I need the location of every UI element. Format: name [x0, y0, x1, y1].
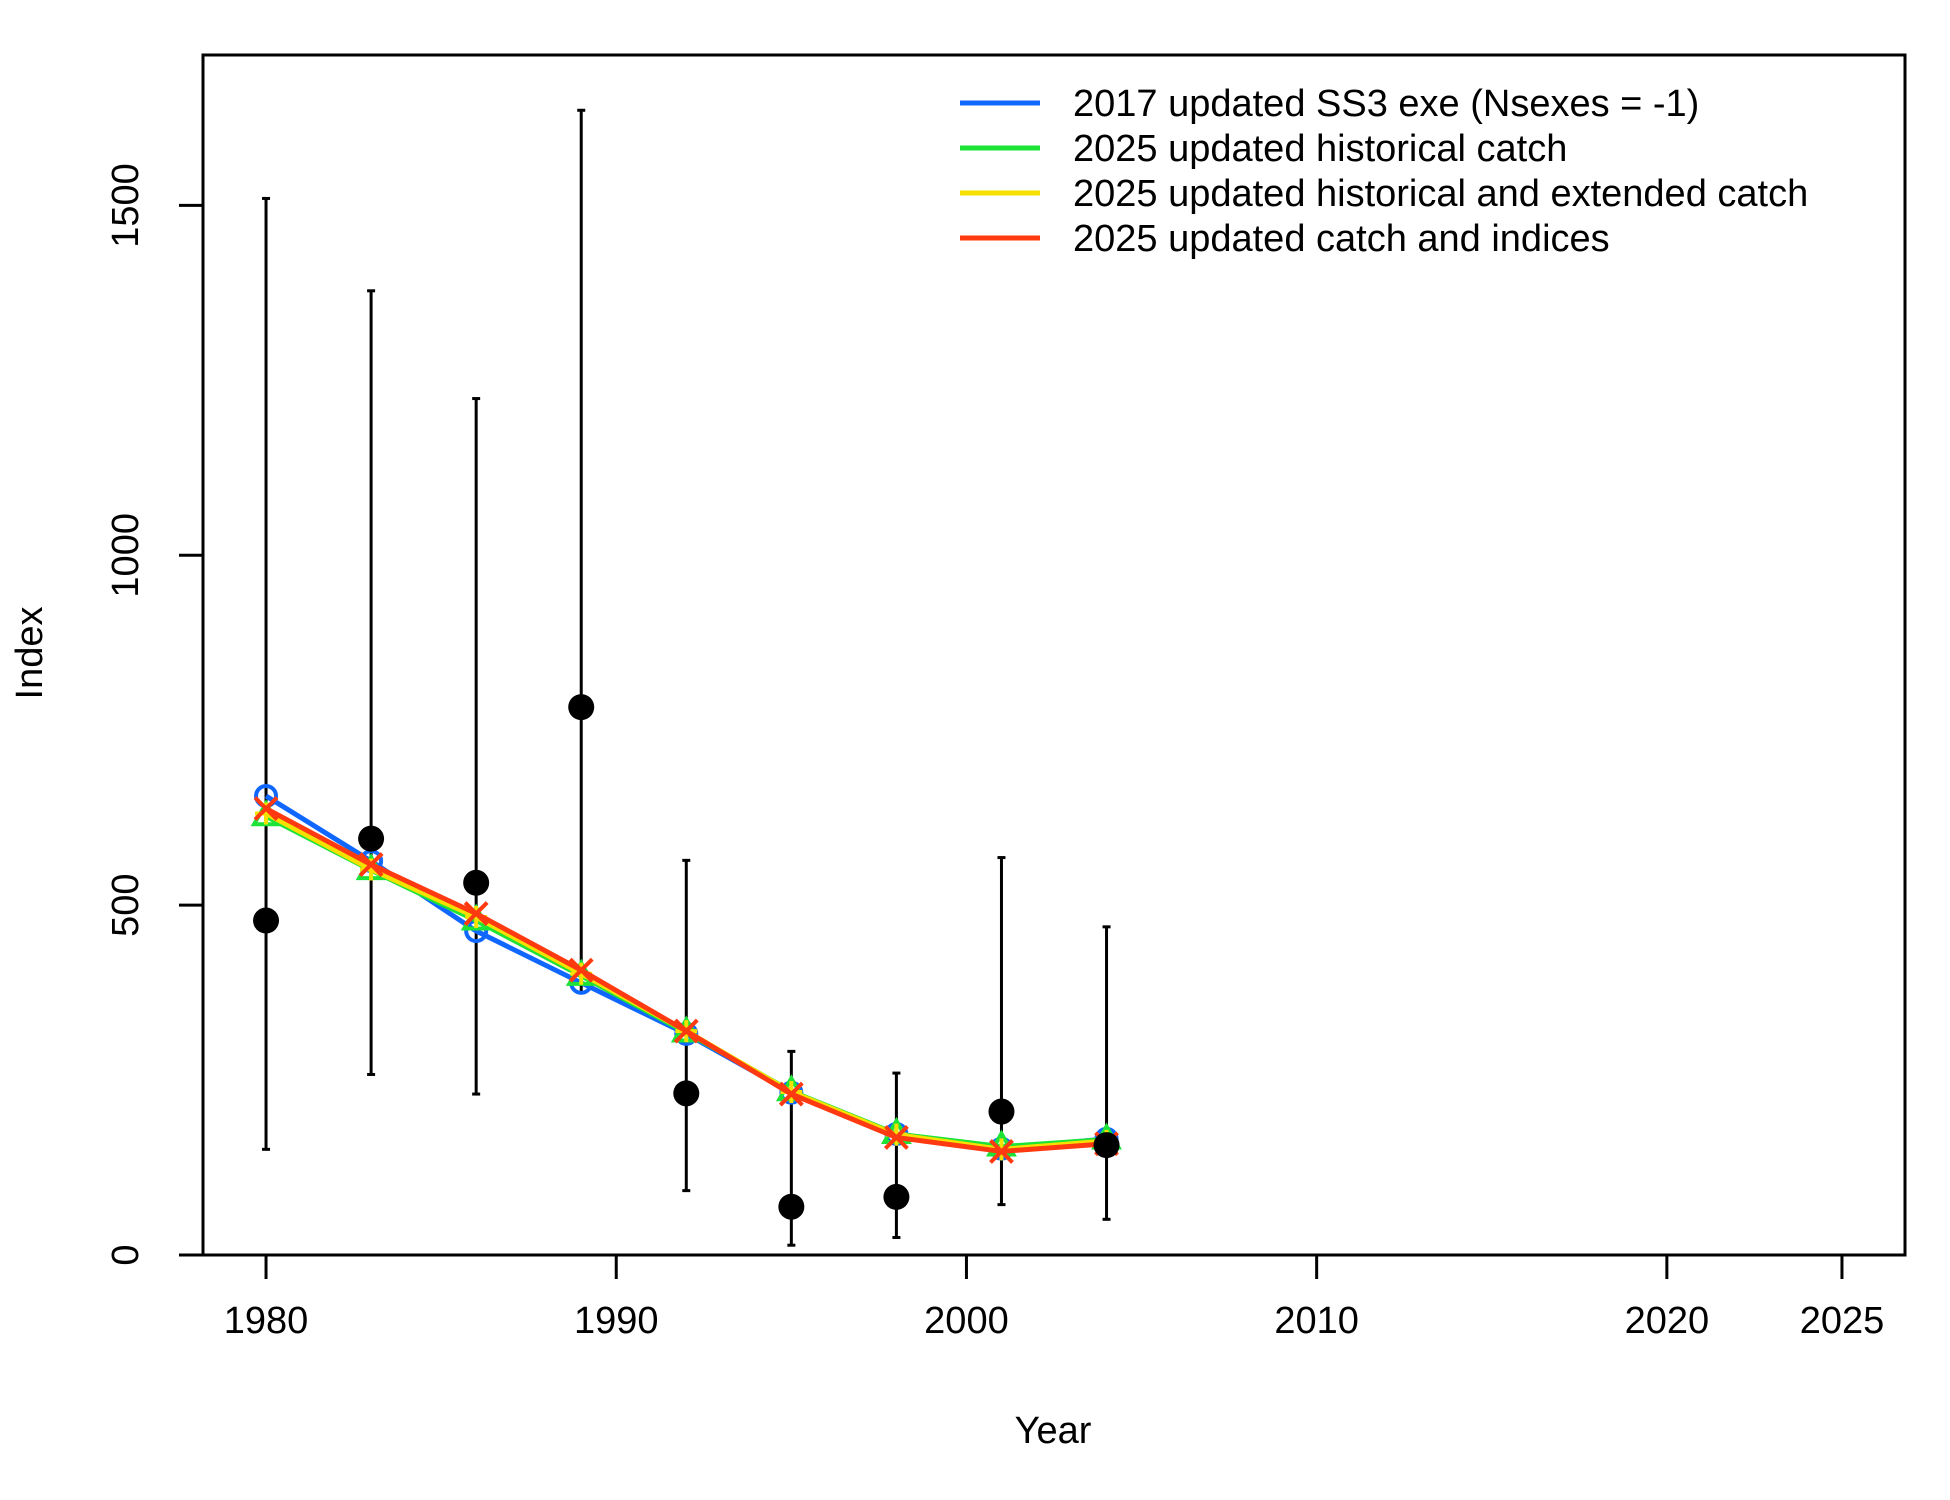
- legend: 2017 updated SS3 exe (Nsexes = -1)2025 u…: [960, 83, 1808, 260]
- x-tick-label: 2010: [1274, 1300, 1359, 1342]
- observed-point: [358, 825, 385, 852]
- series-marker: [463, 901, 489, 926]
- series-marker: [778, 1081, 804, 1107]
- y-tick-label: 0: [105, 1244, 147, 1265]
- y-tick-label: 500: [105, 873, 147, 936]
- legend-label: 2017 updated SS3 exe (Nsexes = -1): [1073, 83, 1699, 125]
- series-marker: [568, 957, 594, 983]
- series-layer: [250, 783, 1122, 1164]
- y-axis: 0 500 1000 1500: [105, 163, 205, 1266]
- x-tick-label: 1990: [574, 1300, 659, 1342]
- y-axis-title: Index: [9, 607, 51, 700]
- x-axis: 1980 1990 2000 2010 2020 2025: [224, 1253, 1885, 1342]
- series-marker: [989, 1139, 1014, 1164]
- x-tick-label: 2000: [924, 1300, 1009, 1342]
- observed-point: [673, 1080, 700, 1107]
- observed-point: [463, 869, 490, 896]
- observed-point: [568, 694, 595, 721]
- observed-point: [253, 907, 280, 934]
- x-tick-label: 2025: [1800, 1300, 1885, 1342]
- legend-label: 2025 updated historical catch: [1073, 128, 1567, 170]
- observed-point: [883, 1183, 910, 1210]
- x-tick-label: 1980: [224, 1300, 309, 1342]
- observed-point: [1093, 1132, 1120, 1159]
- series-marker: [358, 852, 384, 877]
- legend-label: 2025 updated historical and extended cat…: [1073, 173, 1808, 215]
- series-marker: [673, 1018, 699, 1044]
- legend-label: 2025 updated catch and indices: [1073, 218, 1610, 260]
- observed-point: [988, 1098, 1015, 1125]
- error-bars: [262, 108, 1111, 1247]
- series-marker: [253, 796, 279, 822]
- observed-points: [253, 694, 1120, 1220]
- observed-point: [778, 1193, 805, 1220]
- y-tick-label: 1500: [105, 163, 147, 248]
- x-tick-label: 2020: [1625, 1300, 1710, 1342]
- y-tick-label: 1000: [105, 513, 147, 598]
- series-marker: [883, 1125, 909, 1150]
- plot-frame: [201, 53, 1907, 1257]
- x-axis-title: Year: [1015, 1410, 1092, 1452]
